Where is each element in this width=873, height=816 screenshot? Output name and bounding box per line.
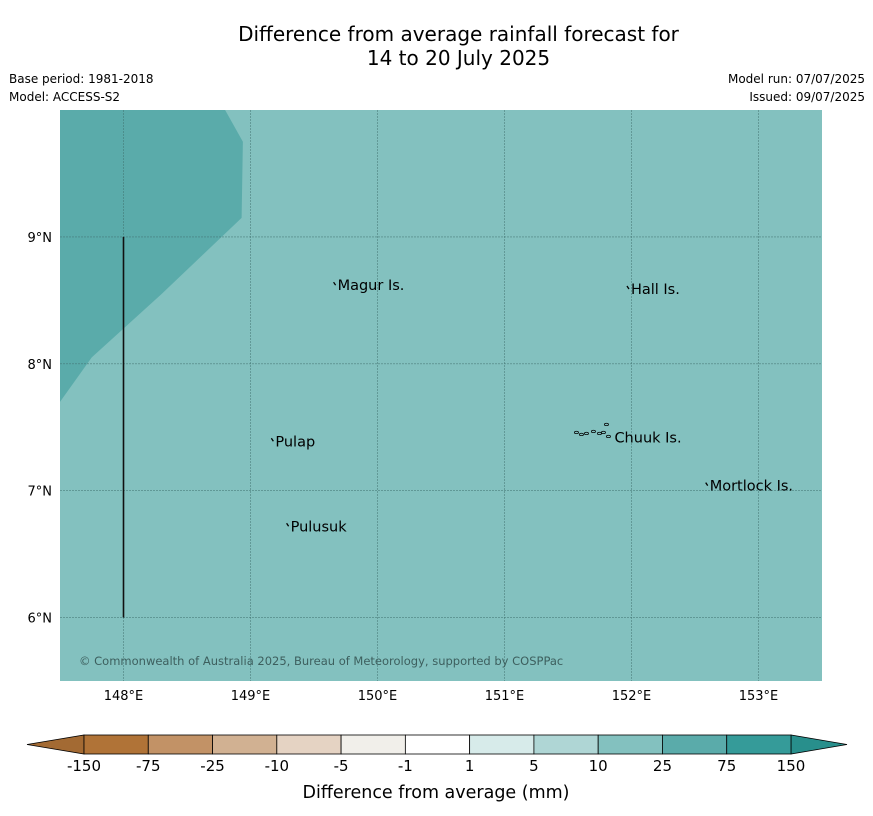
issued-date: Issued: 09/07/2025 <box>749 90 865 104</box>
colorbar-tick-label: 25 <box>653 757 672 775</box>
lat-tick-label: 9°N <box>28 231 53 246</box>
island-outline <box>591 429 596 434</box>
lat-tick-label: 8°N <box>28 358 53 373</box>
model-name: Model: ACCESS-S2 <box>9 90 121 104</box>
rainfall-field-wetter-region <box>60 110 243 402</box>
colorbar-tick-label: 5 <box>529 757 539 775</box>
colorbar-title: Difference from average (mm) <box>302 783 569 803</box>
colorbar-tick-label: -5 <box>334 757 349 775</box>
model-run: Model run: 07/07/2025 <box>727 72 865 86</box>
island-outline <box>286 522 290 527</box>
colorbar-bin <box>212 734 278 755</box>
title-line-1: Difference from average rainfall forecas… <box>238 22 679 46</box>
colorbar-tick-label: -10 <box>265 757 290 775</box>
lon-tick-label: 151°E <box>485 689 525 704</box>
colorbar-bin <box>597 734 663 755</box>
lon-tick-label: 152°E <box>612 689 652 704</box>
colorbar-tick-label: -150 <box>67 757 101 775</box>
colorbar-bin <box>404 734 471 755</box>
colorbar-bin <box>340 734 406 755</box>
colorbar-tick-label: 10 <box>589 757 608 775</box>
place-label: Pulusuk <box>291 519 348 535</box>
island-outline <box>626 285 630 290</box>
colorbar-tick-label: -1 <box>398 757 413 775</box>
colorbar-bin <box>469 734 535 755</box>
lon-tick-label: 150°E <box>358 689 398 704</box>
colorbar-extend-high <box>790 734 848 755</box>
colorbar-bin <box>83 734 149 755</box>
colorbar-bin <box>533 734 599 755</box>
info-left: Base period: 1981-2018 Model: ACCESS-S2 <box>9 70 154 106</box>
place-label: Hall Is. <box>631 282 680 298</box>
island-outline <box>333 281 337 286</box>
place-label: Pulap <box>275 434 315 450</box>
place-label: Chuuk Is. <box>614 430 681 446</box>
copyright-notice: © Commonwealth of Australia 2025, Bureau… <box>79 654 563 668</box>
island-outline <box>270 437 274 442</box>
island-outline <box>604 422 609 427</box>
lat-tick-label: 6°N <box>28 612 53 627</box>
lon-tick-label: 149°E <box>231 689 271 704</box>
colorbar-bin <box>276 734 342 755</box>
info-right: Model run: 07/07/2025 Issued: 09/07/2025 <box>728 70 865 106</box>
title-line-2: 14 to 20 July 2025 <box>366 46 551 70</box>
colorbar-tick-label: -25 <box>200 757 225 775</box>
place-label: Magur Is. <box>338 278 405 294</box>
place-label: Mortlock Is. <box>710 479 793 495</box>
colorbar-bin <box>726 734 792 755</box>
lat-tick-label: 7°N <box>28 485 53 500</box>
island-outline <box>705 482 709 487</box>
lon-tick-label: 153°E <box>739 689 779 704</box>
map-title: Difference from average rainfall forecas… <box>0 22 873 70</box>
lon-tick-label: 148°E <box>104 689 144 704</box>
island-outline <box>584 431 589 436</box>
island-outline <box>601 430 606 435</box>
colorbar-bin <box>147 734 213 755</box>
colorbar-bin <box>662 734 728 755</box>
base-period: Base period: 1981-2018 <box>9 72 154 86</box>
colorbar-extend-low <box>26 734 85 755</box>
colorbar-tick-label: 75 <box>717 757 736 775</box>
colorbar-tick-label: 1 <box>465 757 475 775</box>
island-outline <box>606 434 611 439</box>
island-outline <box>579 432 584 437</box>
colorbar-tick-label: 150 <box>777 757 806 775</box>
island-outline <box>574 430 579 435</box>
colorbar-tick-label: -75 <box>136 757 161 775</box>
